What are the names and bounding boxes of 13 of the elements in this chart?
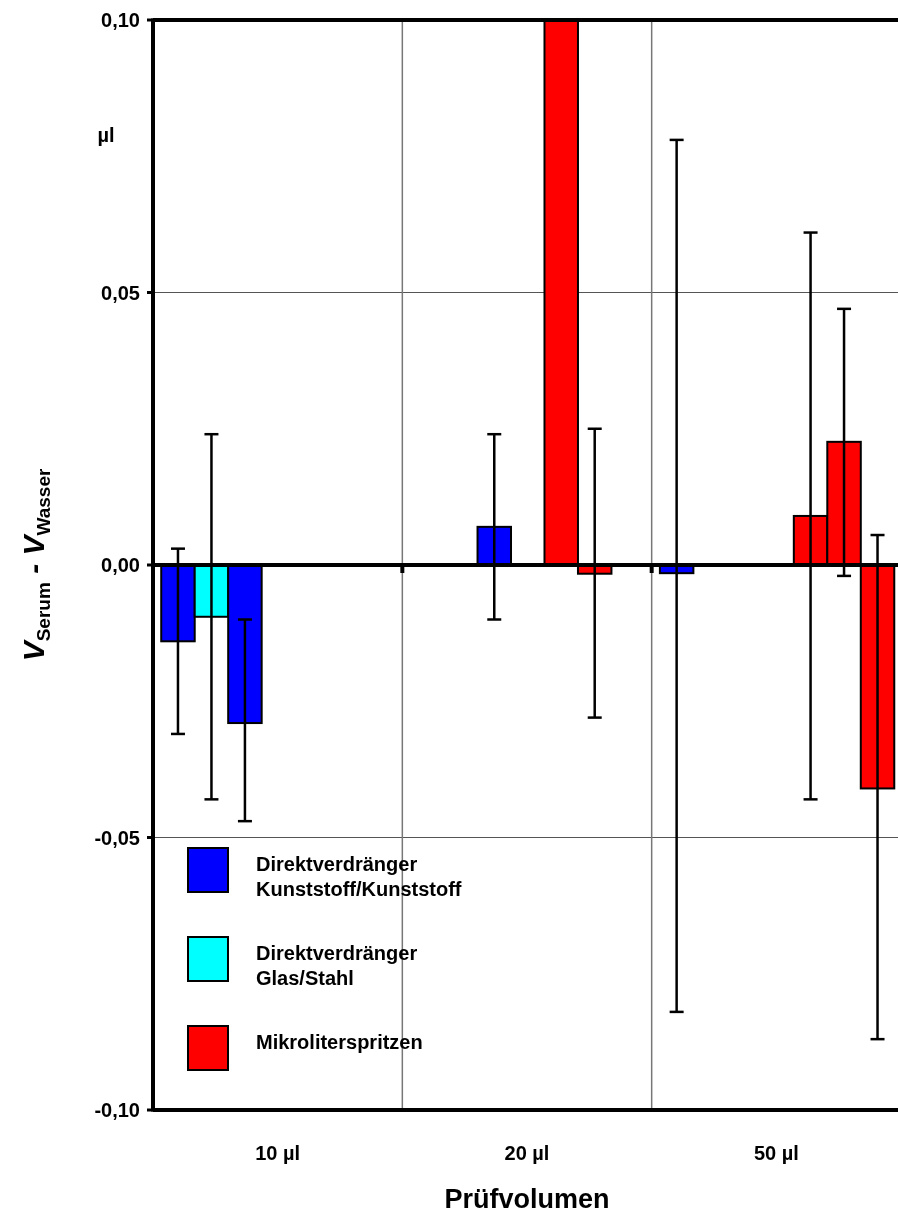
y-tick-label: -0,10 (94, 1099, 140, 1121)
x-axis-title: Prüfvolumen (444, 1184, 610, 1214)
y-tick-label: 0,00 (101, 554, 140, 576)
x-tick-label: 10 µl (255, 1142, 301, 1164)
x-tick-label: 50 µl (753, 1142, 799, 1164)
text: µl (97, 124, 115, 146)
legend-label: Mikroliterspritzen (256, 1031, 423, 1053)
x-tick-label: 20 µl (504, 1142, 550, 1164)
legend-label: Direktverdränger Kunststoff/Kunststoff (256, 853, 462, 900)
legend-label: Direktverdränger Glas/Stahl (256, 942, 418, 989)
y-tick-label: -0,05 (94, 826, 140, 849)
y-tick-label: 0,10 (101, 9, 140, 31)
y-tick-label: 0,05 (101, 281, 140, 304)
